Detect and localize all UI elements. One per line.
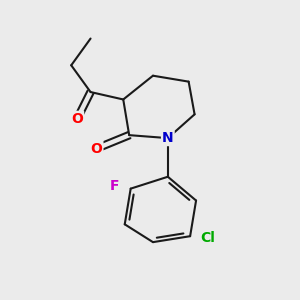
Text: N: N [162,131,174,145]
Text: Cl: Cl [200,231,215,245]
Text: O: O [71,112,83,126]
Text: O: O [91,142,102,155]
Text: F: F [110,179,119,193]
